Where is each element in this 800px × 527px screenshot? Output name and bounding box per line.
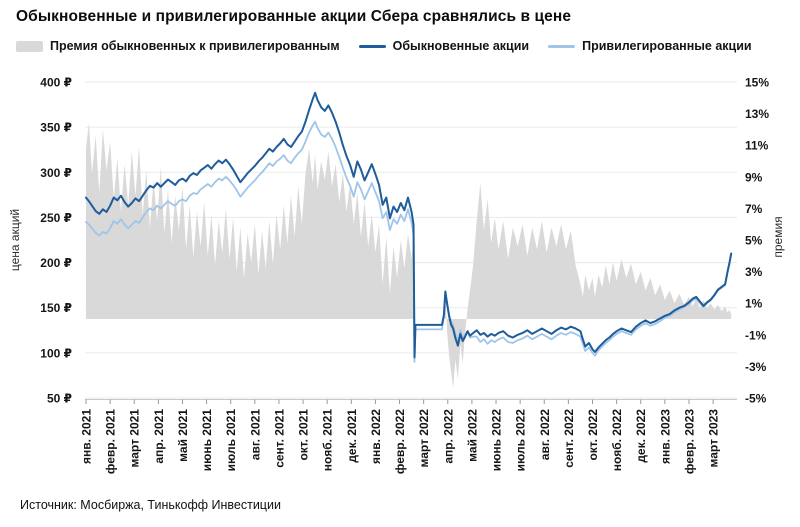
month-tick-label: дек. 2021	[345, 409, 359, 463]
month-tick-label: апр. 2021	[152, 409, 166, 464]
month-tick-label: авг. 2022	[538, 409, 552, 461]
chart-legend: Премия обыкновенных к привилегированным …	[16, 39, 764, 53]
month-tick-label: май 2022	[465, 409, 479, 462]
chart-title: Обыкновенные и привилегированные акции С…	[16, 8, 572, 25]
month-tick-label: июль 2022	[514, 409, 528, 472]
legend-label-ordinary: Обыкновенные акции	[392, 39, 530, 53]
price-tick-label: 50 ₽	[47, 392, 72, 406]
premium-tick-label: -3%	[745, 360, 767, 374]
month-tick-label: июнь 2022	[490, 409, 504, 472]
premium-tick-label: 15%	[745, 76, 769, 90]
premium-tick-label: 1%	[745, 297, 763, 311]
price-tick-label: 400 ₽	[40, 76, 72, 90]
premium-tick-label: 7%	[745, 202, 763, 216]
month-tick-label: сент. 2022	[562, 409, 576, 468]
premium-tick-label: -5%	[745, 392, 767, 406]
month-tick-label: февр. 2021	[104, 409, 118, 474]
month-tick-label: июнь 2021	[200, 409, 214, 472]
ordinary-shares-line	[85, 91, 733, 359]
premium-tick-label: 9%	[745, 170, 763, 184]
month-tick-label: март 2021	[128, 409, 142, 468]
price-tick-label: 100 ₽	[40, 346, 72, 360]
month-tick-label: нояб. 2022	[610, 409, 624, 472]
premium-area-swatch-icon	[16, 40, 43, 52]
price-tick-label: 300 ₽	[40, 166, 72, 180]
month-tick-label: авг. 2021	[248, 409, 262, 461]
month-tick-label: июль 2021	[224, 409, 238, 472]
month-tick-label: март 2022	[417, 409, 431, 468]
month-tick-label: окт. 2022	[586, 409, 600, 461]
premium-tick-label: 3%	[745, 265, 763, 279]
legend-item-premium: Премия обыкновенных к привилегированным	[16, 39, 340, 53]
premium-tick-label: 5%	[745, 234, 763, 248]
ordinary-line-swatch-icon	[358, 44, 386, 48]
legend-label-preferred: Привилегированные акции	[582, 39, 752, 53]
month-tick-label: апр. 2022	[441, 409, 455, 464]
price-tick-label: 150 ₽	[40, 301, 72, 315]
month-tick-label: янв. 2021	[80, 409, 94, 464]
month-tick-label: май 2021	[176, 409, 190, 462]
premium-area	[443, 183, 732, 387]
month-tick-label: февр. 2022	[393, 409, 407, 474]
price-tick-label: 350 ₽	[40, 121, 72, 135]
month-tick-label: сент. 2021	[272, 409, 286, 468]
premium-area	[86, 123, 415, 319]
month-tick-label: февр. 2023	[682, 409, 696, 474]
source-note: Источник: Мосбиржа, Тинькофф Инвестиции	[20, 498, 281, 512]
preferred-shares-line	[85, 120, 733, 363]
legend-item-ordinary: Обыкновенные акции	[358, 39, 530, 53]
price-tick-label: 200 ₽	[40, 256, 72, 270]
preferred-line-swatch-icon	[548, 44, 576, 48]
legend-item-preferred: Привилегированные акции	[548, 39, 752, 53]
premium-tick-label: -1%	[745, 328, 767, 342]
month-tick-label: дек. 2022	[634, 409, 648, 463]
month-tick-label: март 2023	[707, 409, 721, 468]
month-tick-label: нояб. 2021	[321, 409, 335, 472]
price-tick-label: 250 ₽	[40, 211, 72, 225]
chart-canvas: янв. 2021 февр. 2021 март 2021 апр. 2021 май…	[40, 76, 769, 475]
month-tick-label: окт. 2021	[297, 409, 311, 461]
month-tick-label: янв. 2023	[658, 409, 672, 464]
premium-tick-label: 11%	[745, 139, 769, 153]
legend-label-premium: Премия обыкновенных к привилегированным	[50, 39, 340, 53]
month-tick-label: янв. 2022	[369, 409, 383, 464]
premium-tick-label: 13%	[745, 107, 769, 121]
